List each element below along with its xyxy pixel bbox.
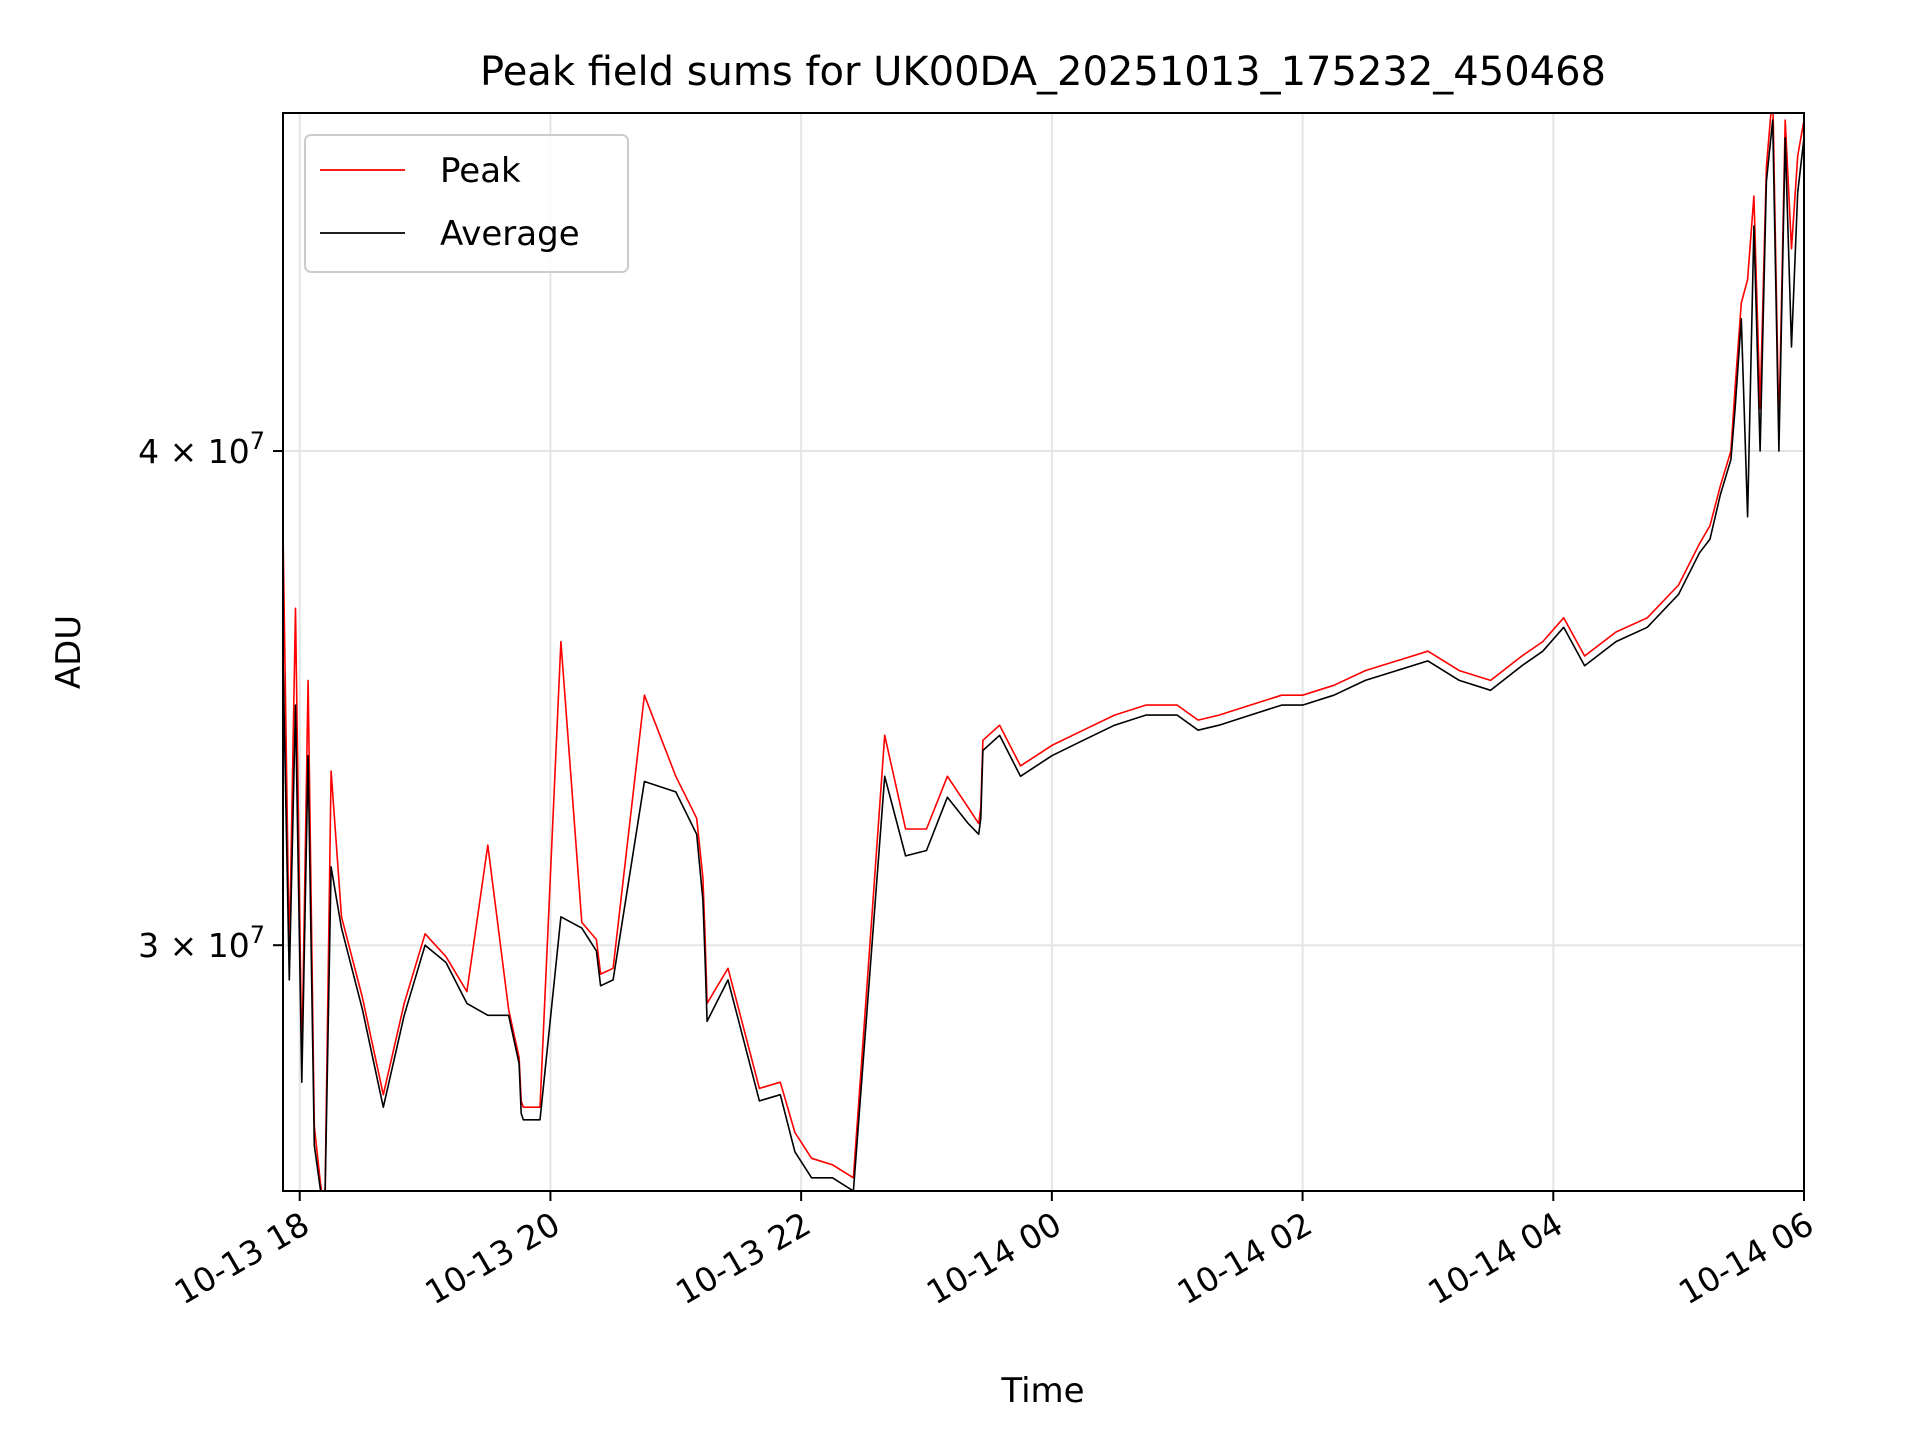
y-tick-label-exponent: 7	[250, 921, 265, 949]
legend-label-peak: Peak	[440, 151, 521, 191]
legend: Peak Average	[304, 134, 629, 273]
y-tick-label-base: 4 × 10	[138, 432, 250, 471]
x-axis-label: Time	[1000, 1371, 1084, 1411]
chart-title: Peak field sums for UK00DA_20251013_1752…	[480, 49, 1606, 95]
legend-label-average: Average	[440, 214, 580, 254]
series-layer	[283, 113, 1804, 1191]
plot-frame	[282, 112, 1805, 1192]
y-tick-label: 3 × 107	[138, 921, 265, 965]
series-line-average	[283, 119, 1804, 1191]
series-line-peak	[283, 113, 1804, 1191]
y-axis-label: ADU	[49, 615, 89, 689]
y-tick-label: 4 × 107	[138, 427, 265, 471]
y-tick-label-base: 3 × 10	[138, 926, 250, 965]
y-tick-label-exponent: 7	[250, 427, 265, 455]
